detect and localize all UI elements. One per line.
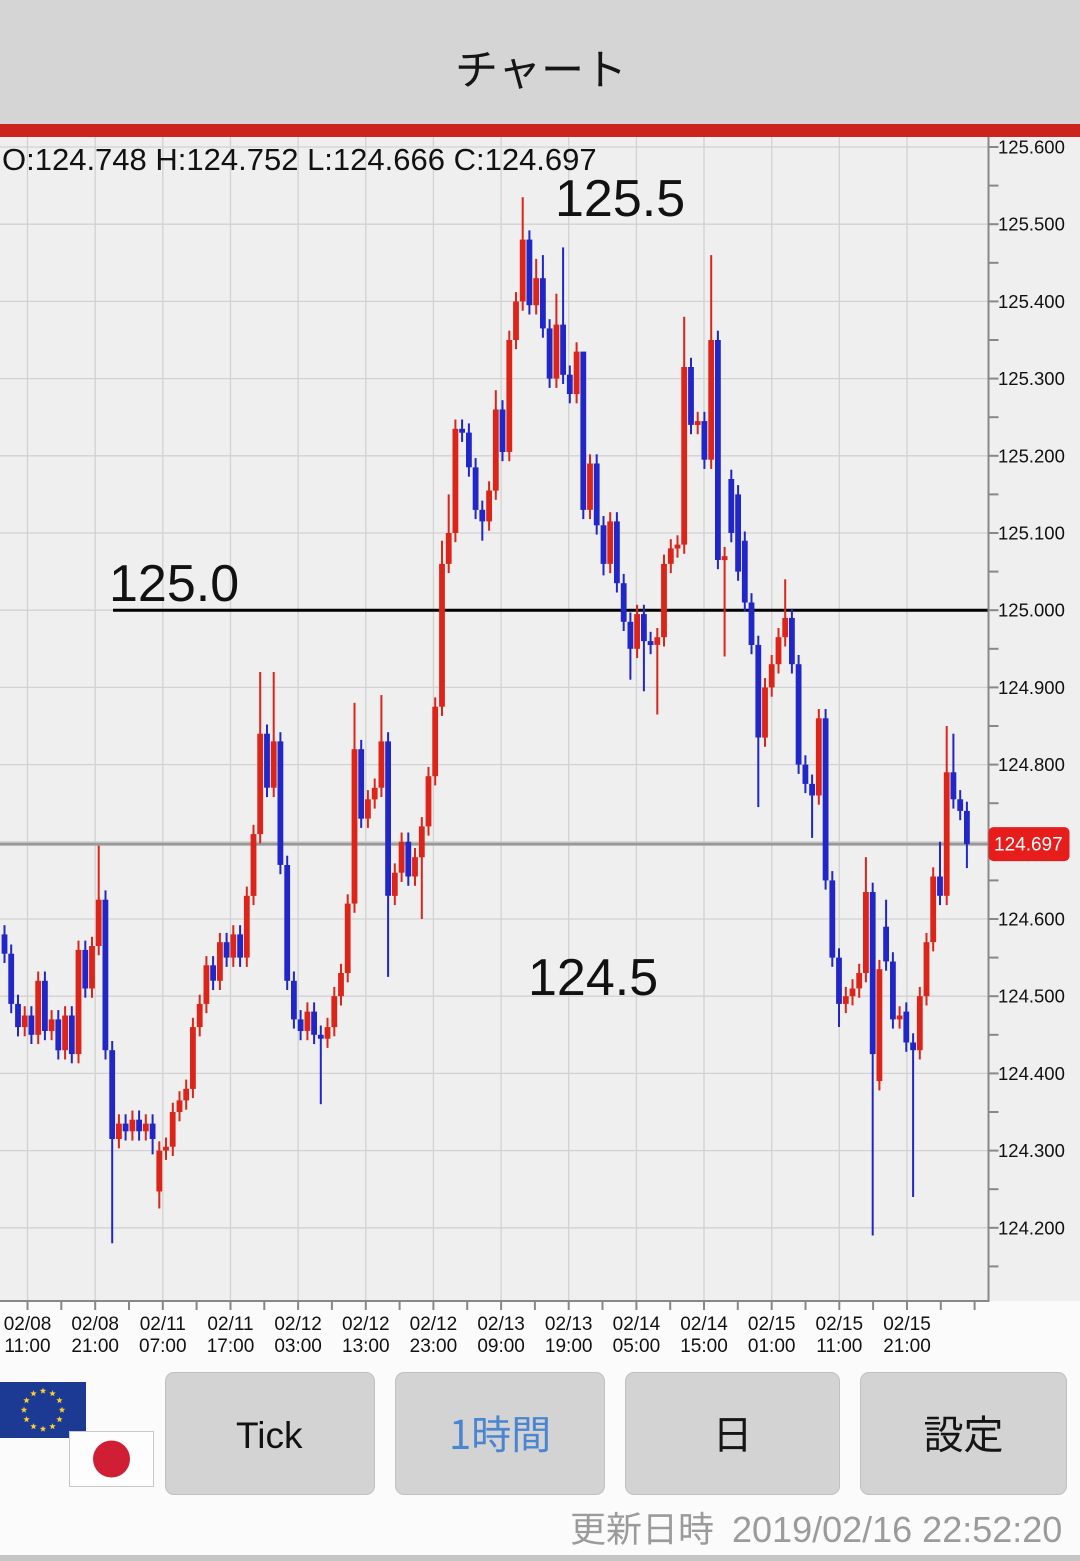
svg-text:125.100: 125.100 <box>998 523 1065 544</box>
svg-text:13:00: 13:00 <box>342 1336 390 1357</box>
svg-text:02/15: 02/15 <box>816 1314 864 1335</box>
svg-text:125.600: 125.600 <box>998 137 1065 158</box>
svg-text:125.300: 125.300 <box>998 368 1065 389</box>
svg-text:19:00: 19:00 <box>545 1336 593 1357</box>
svg-text:02/12: 02/12 <box>342 1314 390 1335</box>
svg-text:02/11: 02/11 <box>140 1314 186 1335</box>
svg-text:124.200: 124.200 <box>998 1217 1065 1238</box>
svg-text:125.200: 125.200 <box>998 445 1065 466</box>
svg-text:125.5: 125.5 <box>555 170 685 228</box>
svg-text:15:00: 15:00 <box>680 1336 728 1357</box>
svg-text:O:124.748 H:124.752 L:124.666: O:124.748 H:124.752 L:124.666 C:124.697 <box>2 142 597 177</box>
svg-text:03:00: 03:00 <box>274 1336 322 1357</box>
svg-text:05:00: 05:00 <box>613 1336 661 1357</box>
svg-text:21:00: 21:00 <box>883 1336 931 1357</box>
svg-text:02/13: 02/13 <box>477 1314 525 1335</box>
svg-text:125.000: 125.000 <box>998 600 1065 621</box>
svg-text:124.300: 124.300 <box>998 1140 1065 1161</box>
svg-text:17:00: 17:00 <box>207 1336 255 1357</box>
svg-text:124.900: 124.900 <box>998 677 1065 698</box>
svg-text:02/12: 02/12 <box>274 1314 322 1335</box>
svg-text:124.600: 124.600 <box>998 909 1065 930</box>
svg-text:02/08: 02/08 <box>4 1314 52 1335</box>
svg-text:Tick: Tick <box>236 1415 303 1456</box>
svg-text:23:00: 23:00 <box>410 1336 458 1357</box>
svg-text:124.800: 124.800 <box>998 754 1065 775</box>
svg-text:124.400: 124.400 <box>998 1063 1065 1084</box>
svg-text:124.697: 124.697 <box>994 835 1063 856</box>
svg-text:125.500: 125.500 <box>998 214 1065 235</box>
svg-text:02/13: 02/13 <box>545 1314 593 1335</box>
svg-text:09:00: 09:00 <box>477 1336 525 1357</box>
svg-text:125.400: 125.400 <box>998 291 1065 312</box>
svg-text:01:00: 01:00 <box>748 1336 796 1357</box>
svg-text:124.5: 124.5 <box>528 949 658 1007</box>
svg-text:02/14: 02/14 <box>613 1314 661 1335</box>
svg-text:2019/02/16 22:52:20: 2019/02/16 22:52:20 <box>732 1509 1062 1550</box>
svg-text:125.0: 125.0 <box>109 555 239 613</box>
svg-text:11:00: 11:00 <box>4 1336 50 1357</box>
svg-text:02/14: 02/14 <box>680 1314 728 1335</box>
svg-text:02/15: 02/15 <box>748 1314 796 1335</box>
svg-text:02/08: 02/08 <box>71 1314 119 1335</box>
svg-text:02/15: 02/15 <box>883 1314 931 1335</box>
svg-text:21:00: 21:00 <box>71 1336 119 1357</box>
svg-text:02/12: 02/12 <box>410 1314 458 1335</box>
svg-text:07:00: 07:00 <box>139 1336 187 1357</box>
svg-text:02/11: 02/11 <box>207 1314 253 1335</box>
svg-text:124.500: 124.500 <box>998 986 1065 1007</box>
svg-text:11:00: 11:00 <box>816 1336 862 1357</box>
